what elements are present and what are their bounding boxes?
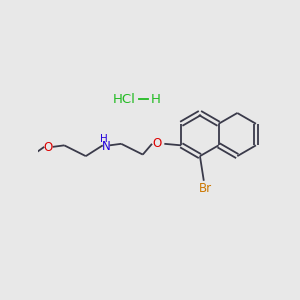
Text: H: H — [100, 134, 108, 144]
Text: O: O — [44, 141, 53, 154]
Text: HCl: HCl — [113, 93, 136, 106]
Text: N: N — [102, 140, 111, 153]
Text: H: H — [150, 93, 160, 106]
Text: O: O — [153, 136, 162, 149]
Text: Br: Br — [199, 182, 212, 195]
